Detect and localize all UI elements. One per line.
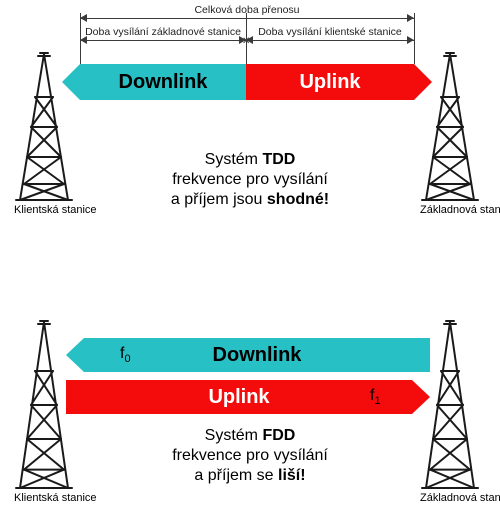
fdd-caption: Systém FDDfrekvence pro vysílánía příjem… xyxy=(0,426,500,486)
client-tower-label: Klientská stanice xyxy=(14,492,74,504)
base-tower-label: Základnová stanice xyxy=(420,492,480,504)
freq-f1-label: f1 xyxy=(370,387,381,407)
freq-f0-label: f0 xyxy=(120,345,131,365)
tdd-caption: Systém TDDfrekvence pro vysílánía příjem… xyxy=(0,150,500,210)
tdd-diagram: Celková doba přenosu Doba vysílání zákla… xyxy=(0,0,500,240)
fdd-diagram: Downlink Uplink f0 f1 Klientská stanice xyxy=(0,290,500,520)
